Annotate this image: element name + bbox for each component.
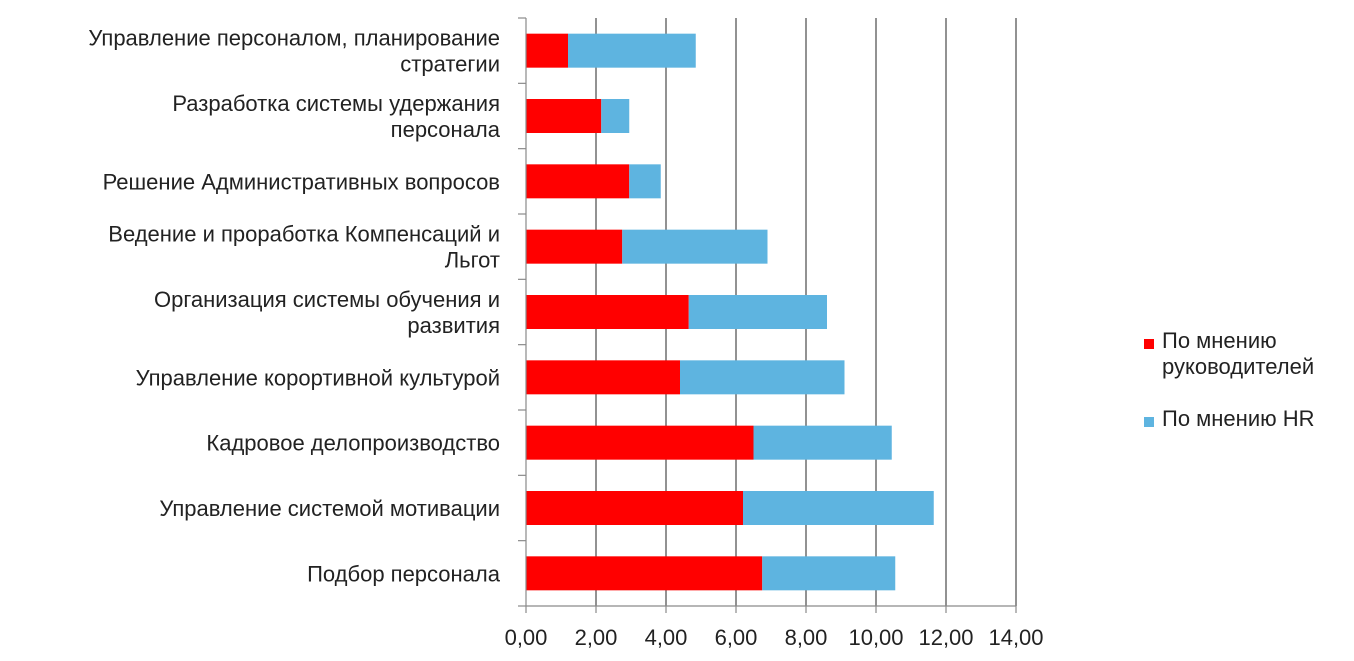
bar-segment-hr <box>601 99 630 133</box>
bar-segment-managers <box>526 229 623 264</box>
bar-segment-managers <box>526 33 568 68</box>
bar-segment-managers <box>526 164 630 199</box>
bar-segment-managers <box>526 295 689 329</box>
bar-segment-managers <box>526 360 680 395</box>
bar-segment-hr <box>680 360 845 395</box>
bar-segment-managers <box>526 491 743 525</box>
category-label: Решение Административных вопросов <box>103 169 500 194</box>
x-tick-label: 14,00 <box>988 625 1043 650</box>
bar-segment-hr <box>753 425 892 460</box>
bar-segment-hr <box>629 164 661 199</box>
legend: По мнению руководителей По мнению HR <box>1144 328 1315 431</box>
category-labels: Управление персоналом, планирование страт… <box>88 26 500 587</box>
legend-label: По мнению HR <box>1162 406 1315 431</box>
bars <box>526 33 934 591</box>
x-tick-label: 8,00 <box>785 625 828 650</box>
category-label: Управление персоналом, планирование страт… <box>88 26 500 77</box>
bar-segment-managers <box>526 99 602 133</box>
legend-label: По мнению руководителей <box>1162 328 1314 379</box>
bar-segment-managers <box>526 425 754 460</box>
x-tick-label: 0,00 <box>505 625 548 650</box>
category-label: Управление системой мотивации <box>159 496 500 521</box>
bar-segment-hr <box>762 556 896 591</box>
category-label: Ведение и проработка Компенсаций и Льгот <box>108 222 500 273</box>
x-tick-labels: 0,00 2,00 4,00 6,00 8,00 10,00 12,00 14,00 <box>505 625 1044 650</box>
x-tick-label: 4,00 <box>645 625 688 650</box>
category-label: Организация системы обучения и развития <box>154 287 500 338</box>
x-tick-label: 10,00 <box>848 625 903 650</box>
bar-segment-hr <box>743 491 934 525</box>
legend-swatch <box>1144 339 1154 349</box>
x-tick-label: 12,00 <box>918 625 973 650</box>
x-tick-label: 2,00 <box>575 625 618 650</box>
bar-segment-managers <box>526 556 763 591</box>
category-axis <box>518 17 1017 613</box>
category-label: Разработка системы удержания персонала <box>172 91 500 142</box>
bar-segment-hr <box>568 33 696 68</box>
x-tick-label: 6,00 <box>715 625 758 650</box>
bar-segment-hr <box>688 295 827 329</box>
bar-segment-hr <box>622 229 768 264</box>
category-label: Кадровое делопроизводство <box>206 431 500 456</box>
legend-swatch <box>1144 417 1154 427</box>
category-label: Подбор персонала <box>307 561 501 586</box>
category-label: Управление корортивной культурой <box>136 365 500 390</box>
